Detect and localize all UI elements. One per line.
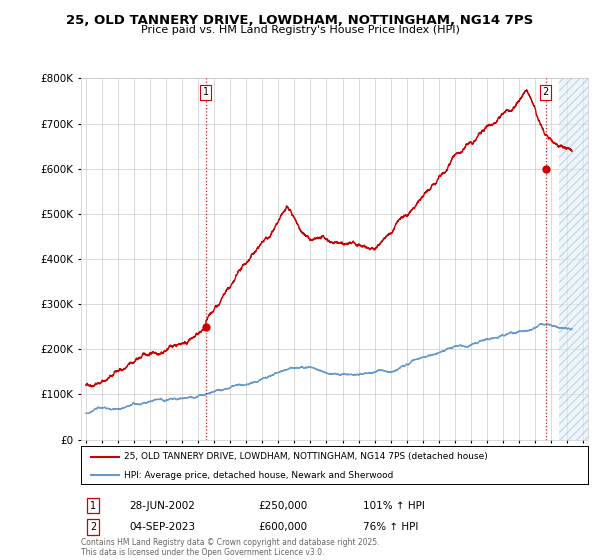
- Text: 28-JUN-2002: 28-JUN-2002: [129, 501, 195, 511]
- Text: 25, OLD TANNERY DRIVE, LOWDHAM, NOTTINGHAM, NG14 7PS: 25, OLD TANNERY DRIVE, LOWDHAM, NOTTINGH…: [67, 14, 533, 27]
- Text: 101% ↑ HPI: 101% ↑ HPI: [363, 501, 425, 511]
- Text: 2: 2: [542, 87, 549, 97]
- Text: 2: 2: [90, 522, 96, 532]
- Text: £250,000: £250,000: [258, 501, 307, 511]
- Text: 76% ↑ HPI: 76% ↑ HPI: [363, 522, 418, 532]
- Text: £600,000: £600,000: [258, 522, 307, 532]
- Text: 04-SEP-2023: 04-SEP-2023: [129, 522, 195, 532]
- Text: 1: 1: [203, 87, 209, 97]
- Bar: [559, 78, 588, 440]
- Text: HPI: Average price, detached house, Newark and Sherwood: HPI: Average price, detached house, Newa…: [124, 471, 394, 480]
- Text: Price paid vs. HM Land Registry's House Price Index (HPI): Price paid vs. HM Land Registry's House …: [140, 25, 460, 35]
- Text: Contains HM Land Registry data © Crown copyright and database right 2025.
This d: Contains HM Land Registry data © Crown c…: [81, 538, 380, 557]
- Text: 25, OLD TANNERY DRIVE, LOWDHAM, NOTTINGHAM, NG14 7PS (detached house): 25, OLD TANNERY DRIVE, LOWDHAM, NOTTINGH…: [124, 452, 488, 461]
- Text: 1: 1: [90, 501, 96, 511]
